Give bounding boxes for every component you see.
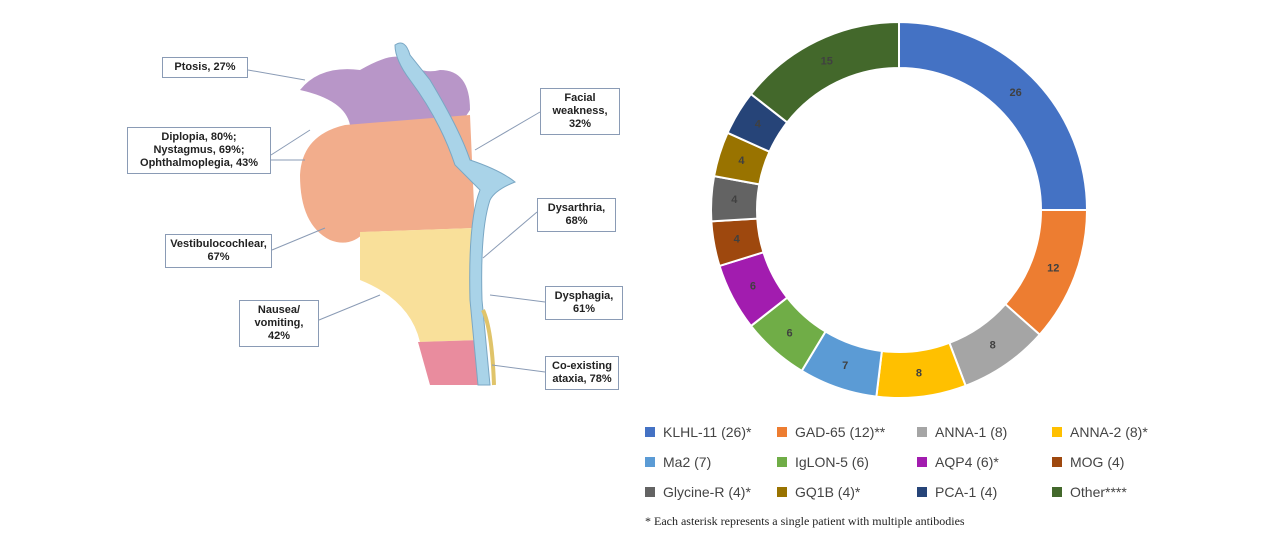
- legend-label: GAD-65 (12)**: [795, 424, 886, 440]
- data-label: 4: [755, 119, 762, 131]
- data-label: 7: [842, 360, 848, 372]
- label-box: Nausea/vomiting, 42%: [239, 300, 319, 347]
- label-box: Co-existing ataxia, 78%: [545, 356, 619, 390]
- legend-item: ANNA-1 (8): [917, 424, 1007, 440]
- legend-swatch: [645, 487, 655, 497]
- legend-label: PCA-1 (4): [935, 484, 998, 500]
- label-line: Facial: [564, 92, 596, 104]
- legend-label: GQ1B (4)*: [795, 484, 861, 500]
- data-label: 6: [787, 327, 793, 339]
- donut-slice: [749, 20, 900, 124]
- legend-swatch: [645, 457, 655, 467]
- label-line: Dysphagia,: [554, 290, 614, 302]
- legend-item: IgLON-5 (6): [777, 454, 869, 470]
- legend-item: Ma2 (7): [645, 454, 711, 470]
- legend-item: MOG (4): [1052, 454, 1124, 470]
- legend-item: AQP4 (6)*: [917, 454, 999, 470]
- footnote: * Each asterisk represents a single pati…: [645, 514, 965, 528]
- legend-item: Glycine-R (4)*: [645, 484, 751, 500]
- label-line: 32%: [568, 118, 592, 130]
- label-box: Diplopia, 80%; Nystagmus, 69%; Ophthalmopl…: [127, 127, 271, 174]
- label-line: Dysarthria,: [547, 202, 606, 214]
- orange-region: [300, 115, 475, 243]
- data-label: 8: [916, 368, 922, 380]
- legend-label: Ma2 (7): [663, 454, 712, 470]
- legend-label: Other****: [1070, 484, 1127, 500]
- label-line: Vestibulocochlear,: [170, 238, 267, 250]
- label-line: Diplopia, 80%;: [161, 131, 237, 143]
- label-line: Nystagmus, 69%;: [153, 144, 245, 156]
- data-label: 4: [731, 194, 738, 206]
- legend-swatch: [917, 487, 927, 497]
- label-box: Facial weakness, 32%: [540, 88, 620, 135]
- legend-swatch: [777, 457, 787, 467]
- legend-item: GAD-65 (12)**: [777, 424, 885, 440]
- label-box: Ptosis, 27%: [162, 57, 248, 78]
- donut-chart: 26 12 8 8 7 6 6 4 4 4 4 15: [710, 20, 1089, 399]
- legend-label: AQP4 (6)*: [935, 454, 999, 470]
- legend-label: KLHL-11 (26)*: [663, 424, 752, 440]
- label-line: Ophthalmoplegia, 43%: [140, 157, 258, 169]
- legend-item: PCA-1 (4): [917, 484, 997, 500]
- legend-swatch: [777, 427, 787, 437]
- data-label: 6: [750, 281, 756, 293]
- label-box: Dysarthria, 68%: [537, 198, 616, 232]
- label-line: 61%: [572, 303, 596, 315]
- legend-label: ANNA-1 (8): [935, 424, 1008, 440]
- legend-swatch: [917, 457, 927, 467]
- legend-swatch: [645, 427, 655, 437]
- tract: [481, 309, 496, 386]
- legend-swatch: [1052, 487, 1062, 497]
- data-label: 4: [734, 234, 741, 246]
- airway: [394, 42, 516, 386]
- label-box: Dysphagia, 61%: [545, 286, 623, 320]
- legend-label: IgLON-5 (6): [795, 454, 869, 470]
- label-line: 67%: [207, 251, 230, 263]
- legend-swatch: [777, 487, 787, 497]
- data-label: 8: [990, 340, 996, 352]
- label-box: Vestibulocochlear, 67%: [165, 234, 272, 268]
- label-line: Co-existing: [552, 360, 612, 372]
- anatomy: [247, 42, 546, 386]
- data-label: 15: [821, 56, 833, 68]
- legend-item: KLHL-11 (26)*: [645, 424, 751, 440]
- legend-item: GQ1B (4)*: [777, 484, 860, 500]
- data-label: 4: [738, 155, 745, 167]
- legend-swatch: [917, 427, 927, 437]
- yellow-region: [360, 228, 478, 342]
- label-line: ataxia, 78%: [552, 373, 612, 385]
- connectors: [247, 69, 546, 373]
- legend-label: Glycine-R (4)*: [663, 484, 751, 500]
- data-label: 12: [1047, 262, 1059, 274]
- label-line: weakness,: [552, 105, 608, 117]
- donut-slice: [898, 20, 1089, 211]
- label-line: Nausea/: [257, 304, 301, 316]
- legend-swatch: [1052, 427, 1062, 437]
- legend-item: ANNA-2 (8)*: [1052, 424, 1148, 440]
- label-line: 68%: [565, 215, 588, 227]
- legend-swatch: [1052, 457, 1062, 467]
- legend-item: Other****: [1052, 484, 1127, 500]
- label-line: 42%: [267, 330, 291, 342]
- legend-label: ANNA-2 (8)*: [1070, 424, 1148, 440]
- pink-region: [418, 340, 482, 385]
- legend-label: MOG (4): [1070, 454, 1125, 470]
- label-line: vomiting,: [254, 317, 304, 329]
- ptosis-region: [300, 56, 470, 125]
- label-line: Ptosis, 27%: [174, 61, 236, 73]
- data-label: 26: [1010, 87, 1022, 99]
